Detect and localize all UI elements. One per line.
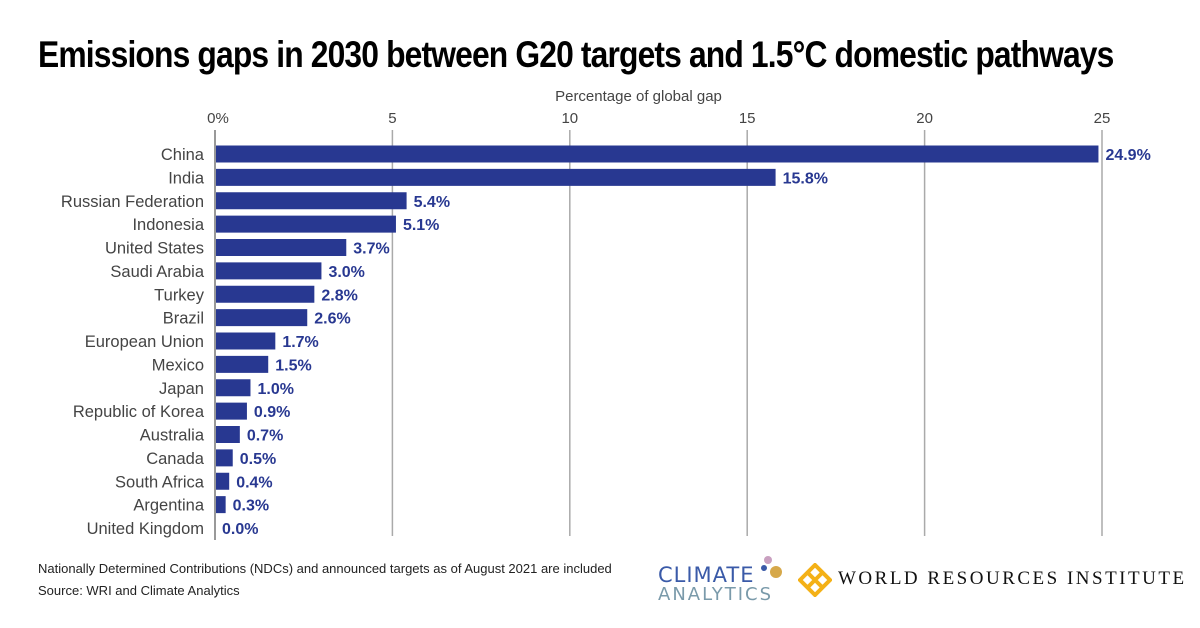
- category-label: United Kingdom: [87, 520, 204, 538]
- climate-analytics-logo: CLIMATE ANALYTICS: [658, 556, 782, 605]
- category-label: Republic of Korea: [73, 403, 205, 421]
- data-label: 0.9%: [254, 404, 290, 421]
- data-label: 3.7%: [353, 241, 389, 258]
- source: Source: WRI and Climate Analytics: [38, 583, 240, 598]
- category-label: Turkey: [154, 286, 205, 304]
- x-tick-label: 20: [916, 110, 933, 127]
- bar: [215, 239, 347, 256]
- bar: [215, 355, 269, 373]
- bar: [215, 168, 776, 186]
- category-label: China: [161, 146, 205, 164]
- category-label: South Africa: [115, 473, 205, 491]
- bar: [215, 496, 226, 514]
- data-label: 5.1%: [403, 217, 439, 234]
- footnote: Nationally Determined Contributions (NDC…: [38, 561, 612, 576]
- bar: [215, 426, 240, 443]
- logo-text: ANALYTICS: [658, 584, 774, 605]
- bar: [215, 215, 396, 233]
- category-label: European Union: [85, 333, 204, 351]
- category-label: Australia: [140, 427, 205, 445]
- category-label: Canada: [146, 450, 205, 468]
- category-label: India: [168, 169, 205, 187]
- category-label: Brazil: [163, 310, 204, 328]
- data-label: 1.5%: [275, 357, 311, 374]
- logo-text: CLIMATE: [658, 563, 755, 587]
- bar: [215, 449, 233, 467]
- bar: [215, 332, 276, 350]
- data-label: 0.3%: [233, 498, 269, 515]
- data-label: 1.0%: [257, 381, 293, 398]
- data-label: 24.9%: [1105, 147, 1150, 164]
- data-label: 5.4%: [414, 194, 450, 211]
- bar: [215, 145, 1099, 163]
- category-label: Japan: [159, 380, 204, 398]
- x-tick-label: 5: [388, 110, 396, 127]
- category-label: Argentina: [133, 497, 204, 515]
- category-label: Indonesia: [132, 216, 204, 234]
- bar: [215, 402, 247, 420]
- data-label: 0.4%: [236, 474, 272, 491]
- bar: [215, 472, 230, 490]
- data-label: 0.7%: [247, 428, 283, 445]
- data-label: 2.6%: [314, 311, 350, 328]
- x-tick-label: 0%: [207, 110, 229, 127]
- data-label: 0.5%: [240, 451, 276, 468]
- bar: [215, 309, 308, 327]
- x-axis-label: Percentage of global gap: [555, 88, 722, 105]
- bar: [215, 379, 251, 397]
- bar: [215, 262, 322, 280]
- wri-logo-icon: [798, 563, 832, 597]
- x-tick-label: 15: [739, 110, 756, 127]
- category-label: Mexico: [152, 356, 204, 374]
- x-tick-label: 25: [1094, 110, 1111, 127]
- category-label: United States: [105, 240, 204, 258]
- bar: [215, 192, 407, 210]
- wri-logo-text: WORLD RESOURCES INSTITUTE: [838, 568, 1187, 589]
- data-label: 3.0%: [328, 264, 364, 281]
- data-label: 0.0%: [222, 521, 258, 538]
- category-label: Russian Federation: [61, 193, 204, 211]
- globe-icon: [761, 556, 782, 578]
- bar: [215, 285, 315, 303]
- category-label: Saudi Arabia: [110, 263, 204, 281]
- data-label: 1.7%: [282, 334, 318, 351]
- data-label: 2.8%: [321, 287, 357, 304]
- data-label: 15.8%: [783, 170, 828, 187]
- x-tick-label: 10: [561, 110, 578, 127]
- chart-title: Emissions gaps in 2030 between G20 targe…: [38, 34, 1114, 75]
